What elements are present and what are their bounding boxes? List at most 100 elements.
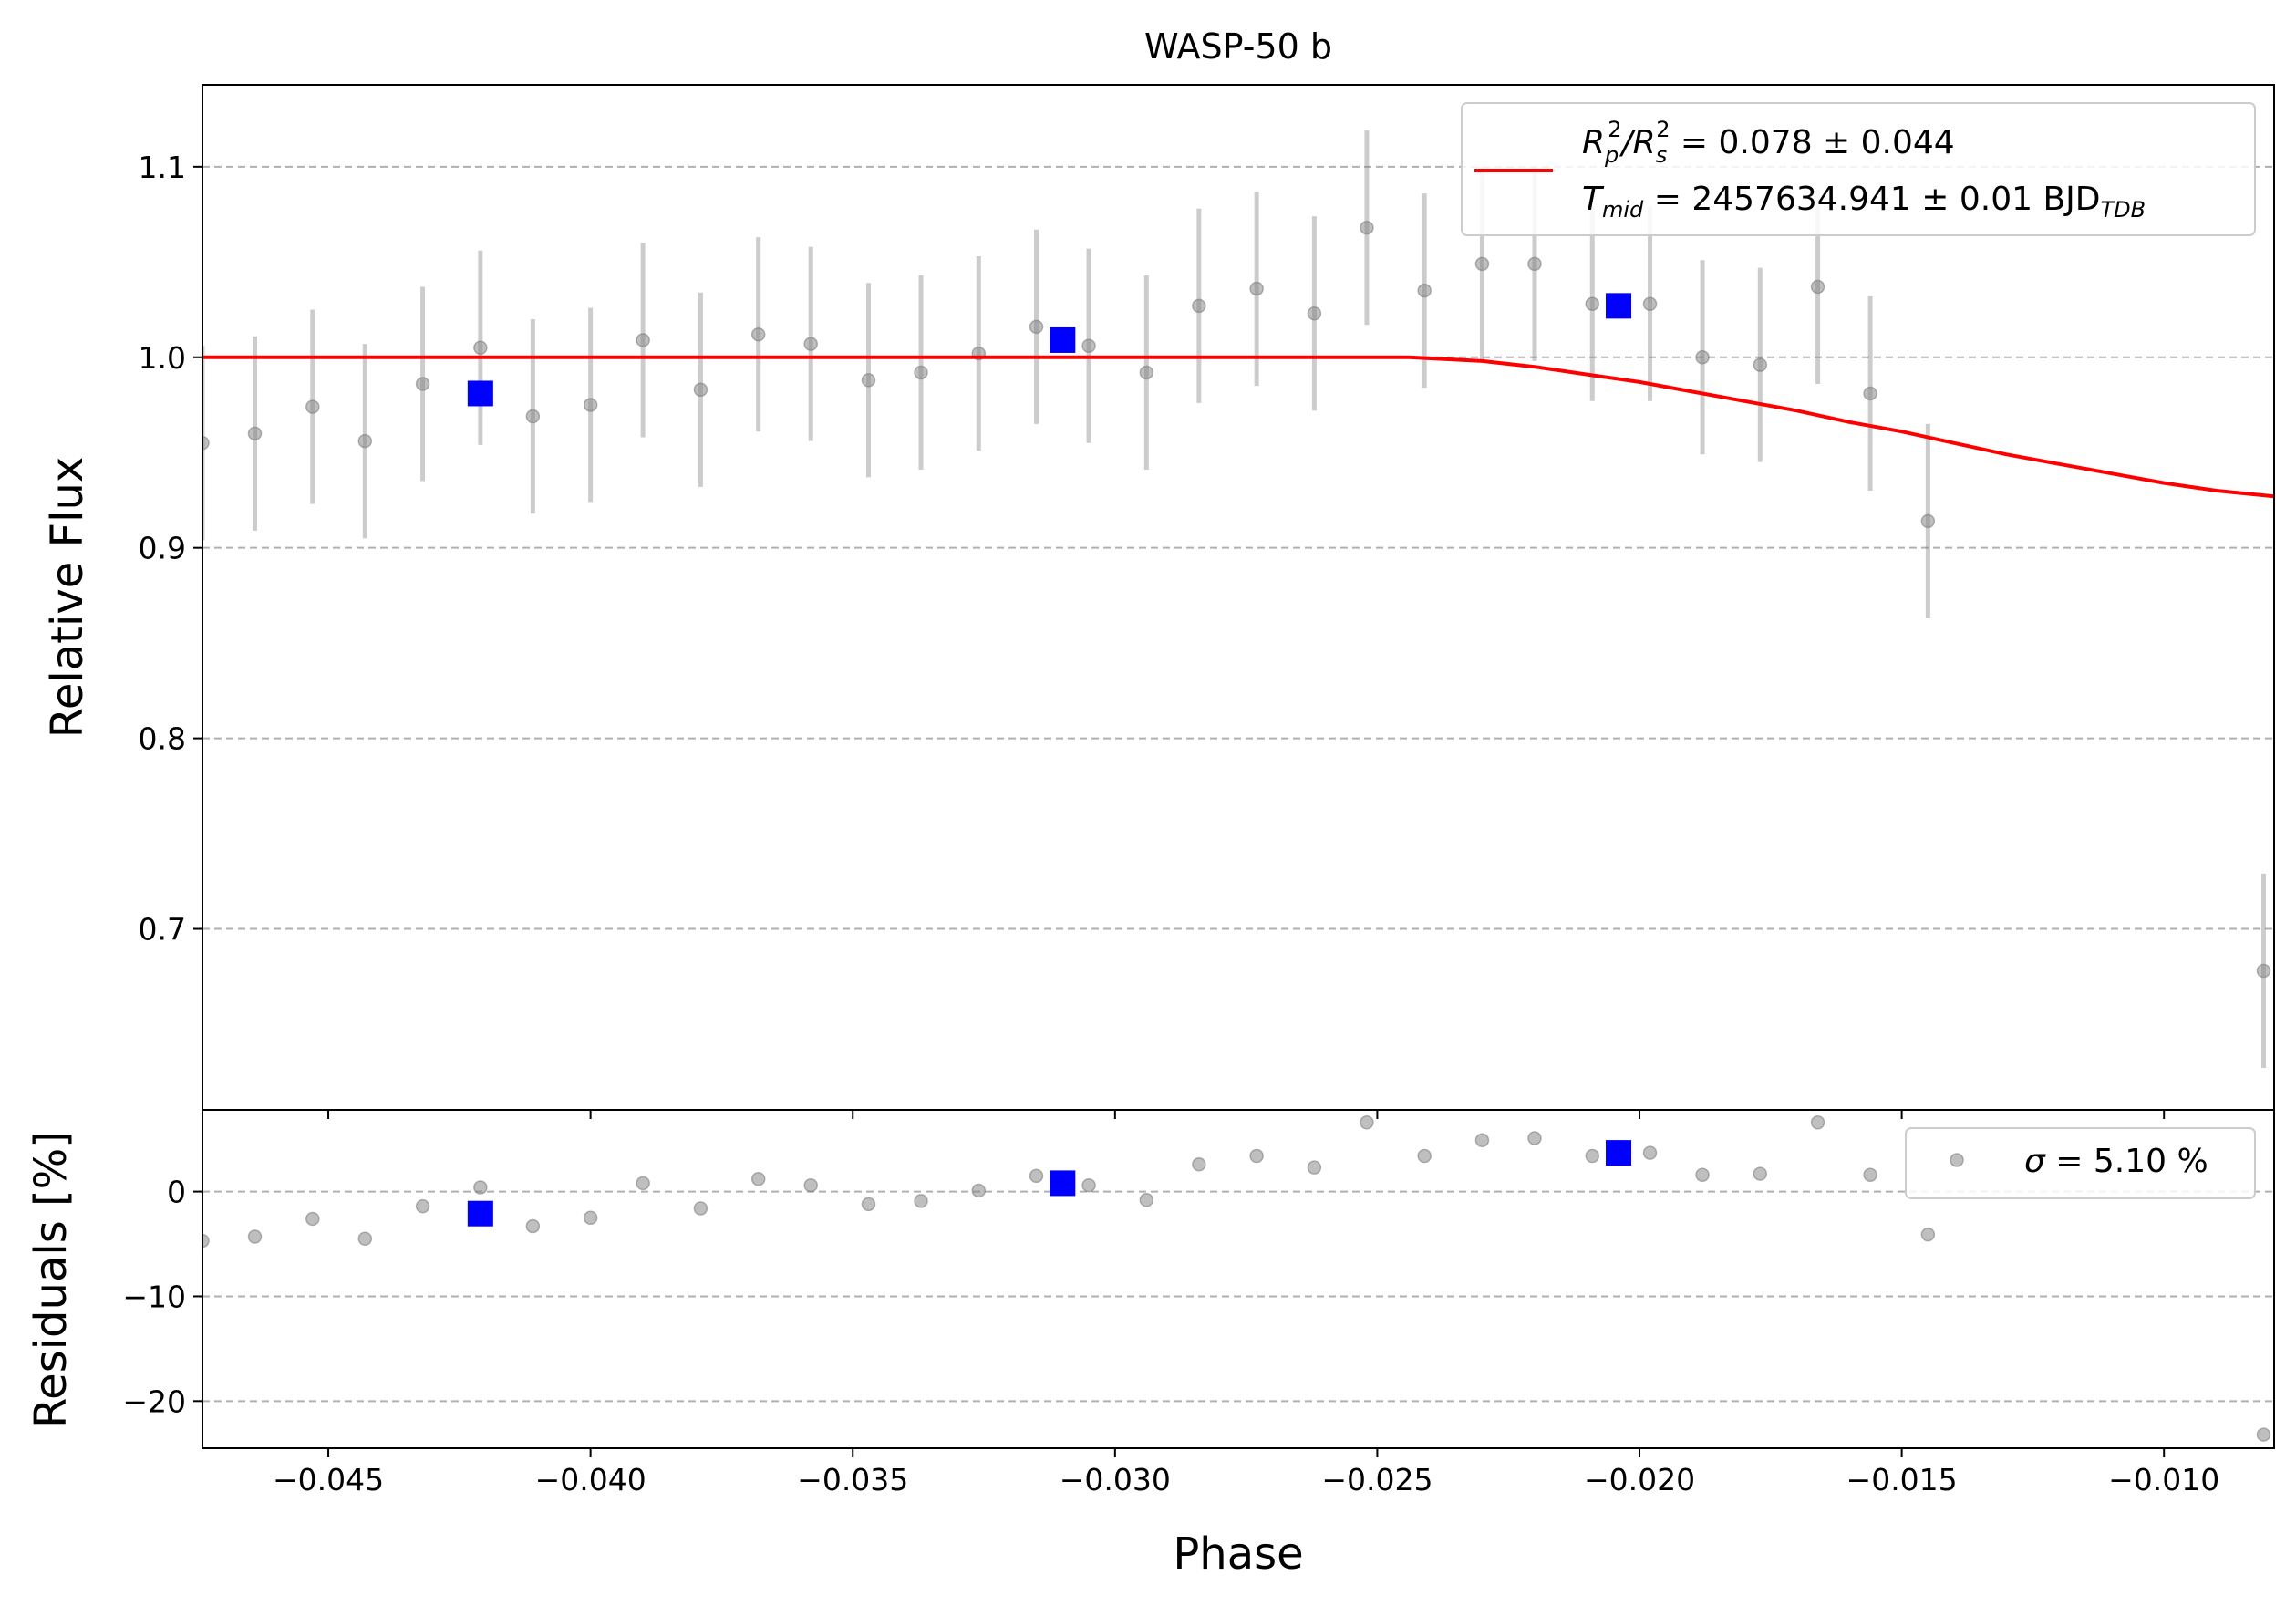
residuals-x-ticks: −0.045 −0.040 −0.035 −0.030 −0.025 −0.020 −0.0…	[273, 1448, 2219, 1497]
residuals-y-axis-label: Residuals [%]	[26, 1131, 77, 1428]
data-point	[1642, 1145, 1658, 1160]
legend-sigma-text: σ = 5.10 %	[2024, 1143, 2208, 1180]
data-point	[357, 433, 373, 449]
data-point	[1810, 1115, 1825, 1130]
x-tick-label: −0.030	[1060, 1462, 1171, 1497]
residuals-panel: −20−100 −0.045 −0.040 −0.035 −0.030 −0.025 −0…	[26, 1109, 2275, 1580]
data-point	[803, 337, 818, 351]
data-point	[636, 1176, 650, 1191]
data-point	[1585, 296, 1600, 312]
data-point	[1753, 357, 1768, 372]
main-panel: WASP-50 b 0.70.80.91.01.1 Relative Flux …	[42, 26, 2275, 1119]
data-point	[861, 373, 876, 388]
transit-model	[202, 355, 2274, 499]
y-tick-label: 0.8	[139, 721, 186, 757]
data-point	[247, 1229, 263, 1244]
data-point	[1249, 281, 1264, 296]
data-point	[1360, 220, 1374, 235]
data-point	[693, 1201, 708, 1216]
residuals-binned-points	[467, 1140, 1632, 1227]
data-point	[1695, 350, 1710, 365]
data-point	[1527, 1131, 1542, 1145]
y-tick-label: −10	[122, 1279, 186, 1314]
residuals-y-ticks: −20 −10 0	[122, 1175, 202, 1419]
data-point	[305, 399, 320, 414]
data-point	[1642, 296, 1658, 312]
data-point	[1474, 256, 1490, 272]
legend-data-marker	[1950, 1153, 1964, 1167]
data-point	[525, 409, 541, 424]
chart-title: WASP-50 b	[1144, 26, 1332, 67]
data-point	[636, 333, 650, 347]
data-point	[1192, 1156, 1206, 1172]
binned-point	[1050, 326, 1076, 353]
data-point	[2256, 963, 2271, 979]
data-point	[914, 1194, 928, 1208]
data-point	[583, 398, 598, 412]
data-point	[1417, 1148, 1432, 1164]
residuals-gridlines	[202, 1190, 2274, 1403]
data-point	[473, 1180, 488, 1195]
binned-point	[1050, 1170, 1076, 1197]
data-point	[1139, 365, 1154, 380]
main-data-points	[202, 220, 2271, 979]
main-binned-points	[467, 293, 1632, 407]
residuals-legend: σ = 5.10 %	[1905, 1127, 2256, 1199]
data-point	[1810, 279, 1825, 295]
data-point	[473, 340, 488, 356]
data-point	[1249, 1148, 1264, 1164]
data-point	[1863, 1167, 1877, 1182]
main-axes-frame	[202, 84, 2275, 1111]
data-point	[2256, 1427, 2271, 1442]
data-point	[750, 326, 766, 342]
y-tick-label: 1.1	[139, 150, 186, 185]
x-tick-label: −0.015	[1846, 1462, 1958, 1497]
data-point	[1920, 513, 1936, 529]
data-point	[750, 1172, 766, 1186]
legend-tmid-text: Tmid = 2457634.941 ± 0.01 BJDTDB	[1582, 181, 2146, 223]
x-tick-label: −0.025	[1321, 1462, 1432, 1497]
y-tick-label: 0.7	[139, 912, 186, 948]
data-point	[1139, 1193, 1154, 1207]
binned-point	[467, 380, 493, 407]
data-point	[1585, 1148, 1600, 1164]
data-point	[1753, 1166, 1768, 1181]
data-point	[1029, 319, 1044, 335]
data-point	[1307, 306, 1322, 321]
data-point	[693, 382, 708, 398]
y-tick-label: 0.9	[139, 531, 186, 566]
data-point	[357, 1231, 373, 1247]
y-tick-label: −20	[122, 1383, 186, 1419]
main-errorbars	[202, 130, 2266, 1069]
x-tick-label: −0.010	[2108, 1462, 2219, 1497]
data-point	[1081, 338, 1096, 353]
data-point	[1695, 1167, 1710, 1182]
data-point	[1081, 1177, 1096, 1193]
main-legend-box	[1461, 102, 2256, 236]
data-point	[1360, 1115, 1374, 1130]
data-point	[1920, 1227, 1936, 1242]
data-point	[202, 1233, 210, 1249]
data-point	[1863, 386, 1877, 401]
data-point	[971, 1183, 987, 1198]
legend-radius-ratio-text: Rp2/Rs2 = 0.078 ± 0.044	[1582, 117, 1955, 168]
data-point	[305, 1211, 320, 1227]
data-point	[583, 1210, 598, 1226]
x-tick-label: −0.020	[1584, 1462, 1695, 1497]
x-tick-label: −0.040	[535, 1462, 646, 1497]
data-point	[415, 377, 430, 391]
x-tick-label: −0.045	[273, 1462, 384, 1497]
data-point	[1192, 298, 1206, 314]
data-point	[1307, 1160, 1322, 1175]
x-axis-label: Phase	[1173, 1528, 1303, 1580]
residuals-axes-frame	[202, 1109, 2275, 1449]
binned-point	[1606, 293, 1632, 319]
binned-point	[467, 1200, 493, 1227]
data-point	[1417, 283, 1432, 298]
data-point	[1029, 1168, 1044, 1184]
model-curve	[202, 355, 2274, 499]
data-point	[803, 1177, 818, 1193]
data-point	[525, 1218, 541, 1234]
main-gridlines	[202, 165, 2274, 930]
